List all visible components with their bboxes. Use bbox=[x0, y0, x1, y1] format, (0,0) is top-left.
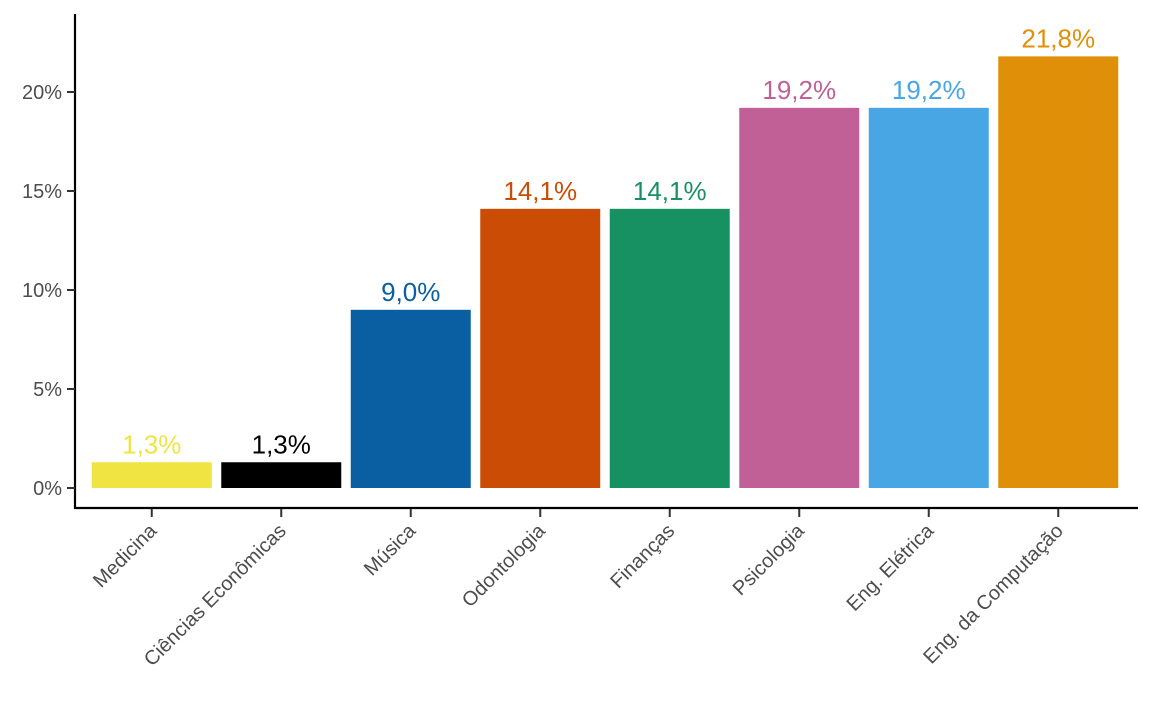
data-label-7: 21,8% bbox=[1021, 23, 1095, 53]
y-tick-label-0: 0% bbox=[33, 478, 62, 500]
data-label-4: 14,1% bbox=[633, 176, 707, 206]
bar-1 bbox=[221, 462, 342, 488]
y-axis-ticks: 0% 5% 10% 15% 20% bbox=[22, 82, 75, 500]
data-label-1: 1,3% bbox=[252, 429, 311, 459]
data-labels-group: 1,3% 1,3% 9,0% 14,1% 14,1% 19,2% 19,2% 21,8% bbox=[122, 23, 1095, 459]
y-tick-label-3: 15% bbox=[22, 181, 62, 203]
x-tick-label-4: Finanças bbox=[606, 520, 679, 593]
bar-3 bbox=[480, 208, 601, 488]
y-tick-label-4: 20% bbox=[22, 82, 62, 104]
y-tick-label-2: 10% bbox=[22, 280, 62, 302]
x-tick-label-7: Eng. da Computação bbox=[919, 520, 1067, 668]
data-label-0: 1,3% bbox=[122, 429, 181, 459]
data-label-5: 19,2% bbox=[762, 75, 836, 105]
x-tick-label-3: Odontologia bbox=[458, 519, 550, 611]
bar-2 bbox=[350, 309, 471, 488]
data-label-6: 19,2% bbox=[892, 75, 966, 105]
x-tick-label-6: Eng. Elétrica bbox=[843, 519, 939, 615]
x-tick-label-0: Medicina bbox=[89, 519, 162, 592]
data-label-3: 14,1% bbox=[503, 176, 577, 206]
data-label-2: 9,0% bbox=[381, 277, 440, 307]
x-tick-label-2: Música bbox=[360, 519, 421, 580]
bar-0 bbox=[91, 462, 212, 488]
bar-6 bbox=[868, 107, 989, 488]
bar-7 bbox=[998, 56, 1119, 489]
x-tick-label-1: Ciências Econômicas bbox=[140, 520, 291, 671]
bar-5 bbox=[739, 107, 860, 488]
y-tick-label-1: 5% bbox=[33, 379, 62, 401]
bar-4 bbox=[609, 208, 730, 488]
bars-group bbox=[91, 56, 1119, 489]
x-tick-label-5: Psicologia bbox=[729, 519, 810, 600]
